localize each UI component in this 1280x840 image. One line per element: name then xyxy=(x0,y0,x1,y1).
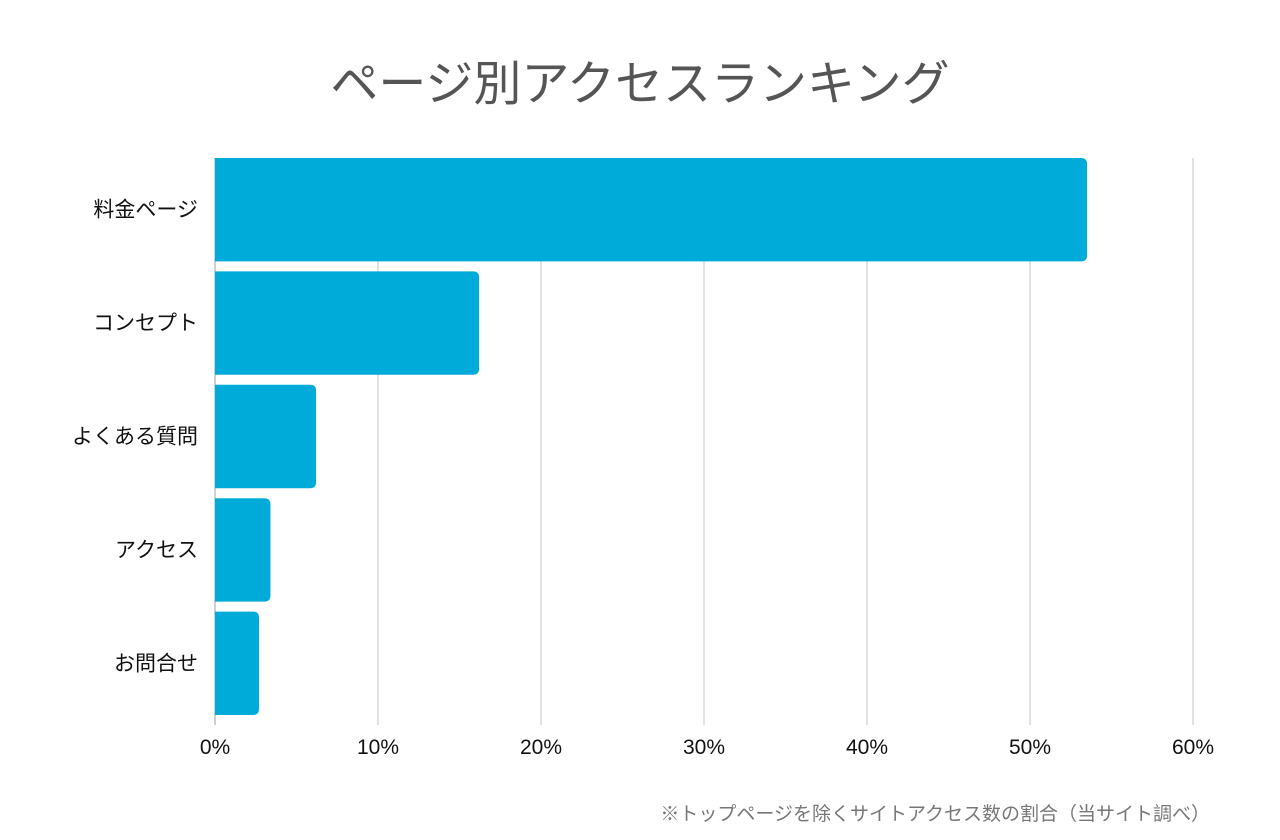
x-tick-label: 50% xyxy=(1009,736,1051,759)
chart-footnote: ※トップページを除くサイトアクセス数の割合（当サイト調べ） xyxy=(660,803,1210,825)
bar xyxy=(215,498,271,602)
bar xyxy=(215,611,260,715)
category-label: 料金ページ xyxy=(93,198,198,222)
category-label: アクセス xyxy=(115,538,198,562)
category-label: よくある質問 xyxy=(72,425,198,449)
x-tick-labels: 0% 10% 20% 30% 40% 50% 60% xyxy=(200,736,1214,759)
bars xyxy=(215,158,1088,715)
category-label: コンセプト xyxy=(93,311,198,335)
x-tick-label: 60% xyxy=(1172,736,1214,759)
chart-title: ページ別アクセスランキング xyxy=(330,56,949,112)
x-tick-label: 40% xyxy=(846,736,888,759)
bar xyxy=(215,384,317,489)
x-tick-label: 10% xyxy=(357,736,399,759)
x-tick-label: 30% xyxy=(683,736,725,759)
x-tick-label: 20% xyxy=(520,736,562,759)
bar xyxy=(215,158,1088,262)
x-tick-label: 0% xyxy=(200,736,230,759)
bar xyxy=(215,271,480,375)
category-label: お問合せ xyxy=(114,651,198,675)
